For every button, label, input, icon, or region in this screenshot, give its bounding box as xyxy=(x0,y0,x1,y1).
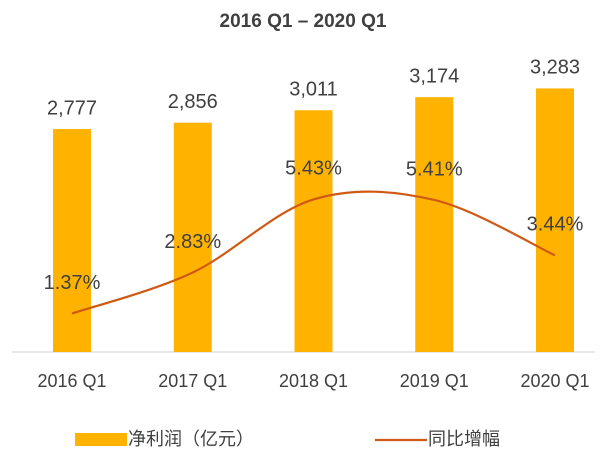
line-value-label: 5.43% xyxy=(285,158,342,180)
bar xyxy=(53,129,91,352)
bar xyxy=(536,88,574,352)
bar xyxy=(294,110,333,353)
x-tick-label: 2018 Q1 xyxy=(279,371,348,391)
x-tick-label: 2017 Q1 xyxy=(158,371,227,391)
bar-value-label: 3,283 xyxy=(530,57,580,79)
legend-swatch xyxy=(75,433,127,446)
line-value-label: 1.37% xyxy=(44,272,101,294)
x-tick-label: 2016 Q1 xyxy=(37,371,106,391)
bar-value-label: 2,777 xyxy=(47,97,97,119)
bar-value-label: 3,011 xyxy=(289,79,338,101)
line-value-label: 5.41% xyxy=(406,158,463,180)
chart-title: 2016 Q1 – 2020 Q1 xyxy=(220,11,387,32)
line-value-label: 3.44% xyxy=(527,214,584,236)
x-tick-label: 2019 Q1 xyxy=(400,371,469,391)
bar xyxy=(415,97,454,352)
bar xyxy=(173,122,212,352)
line-value-label: 2.83% xyxy=(164,231,221,253)
bar-value-label: 2,856 xyxy=(168,91,218,113)
legend-label: 同比增幅 xyxy=(428,429,500,449)
bar-value-label: 3,174 xyxy=(409,65,459,87)
x-tick-label: 2020 Q1 xyxy=(520,371,589,391)
line xyxy=(71,190,556,315)
legend-label: 净利润（亿元） xyxy=(128,429,254,449)
